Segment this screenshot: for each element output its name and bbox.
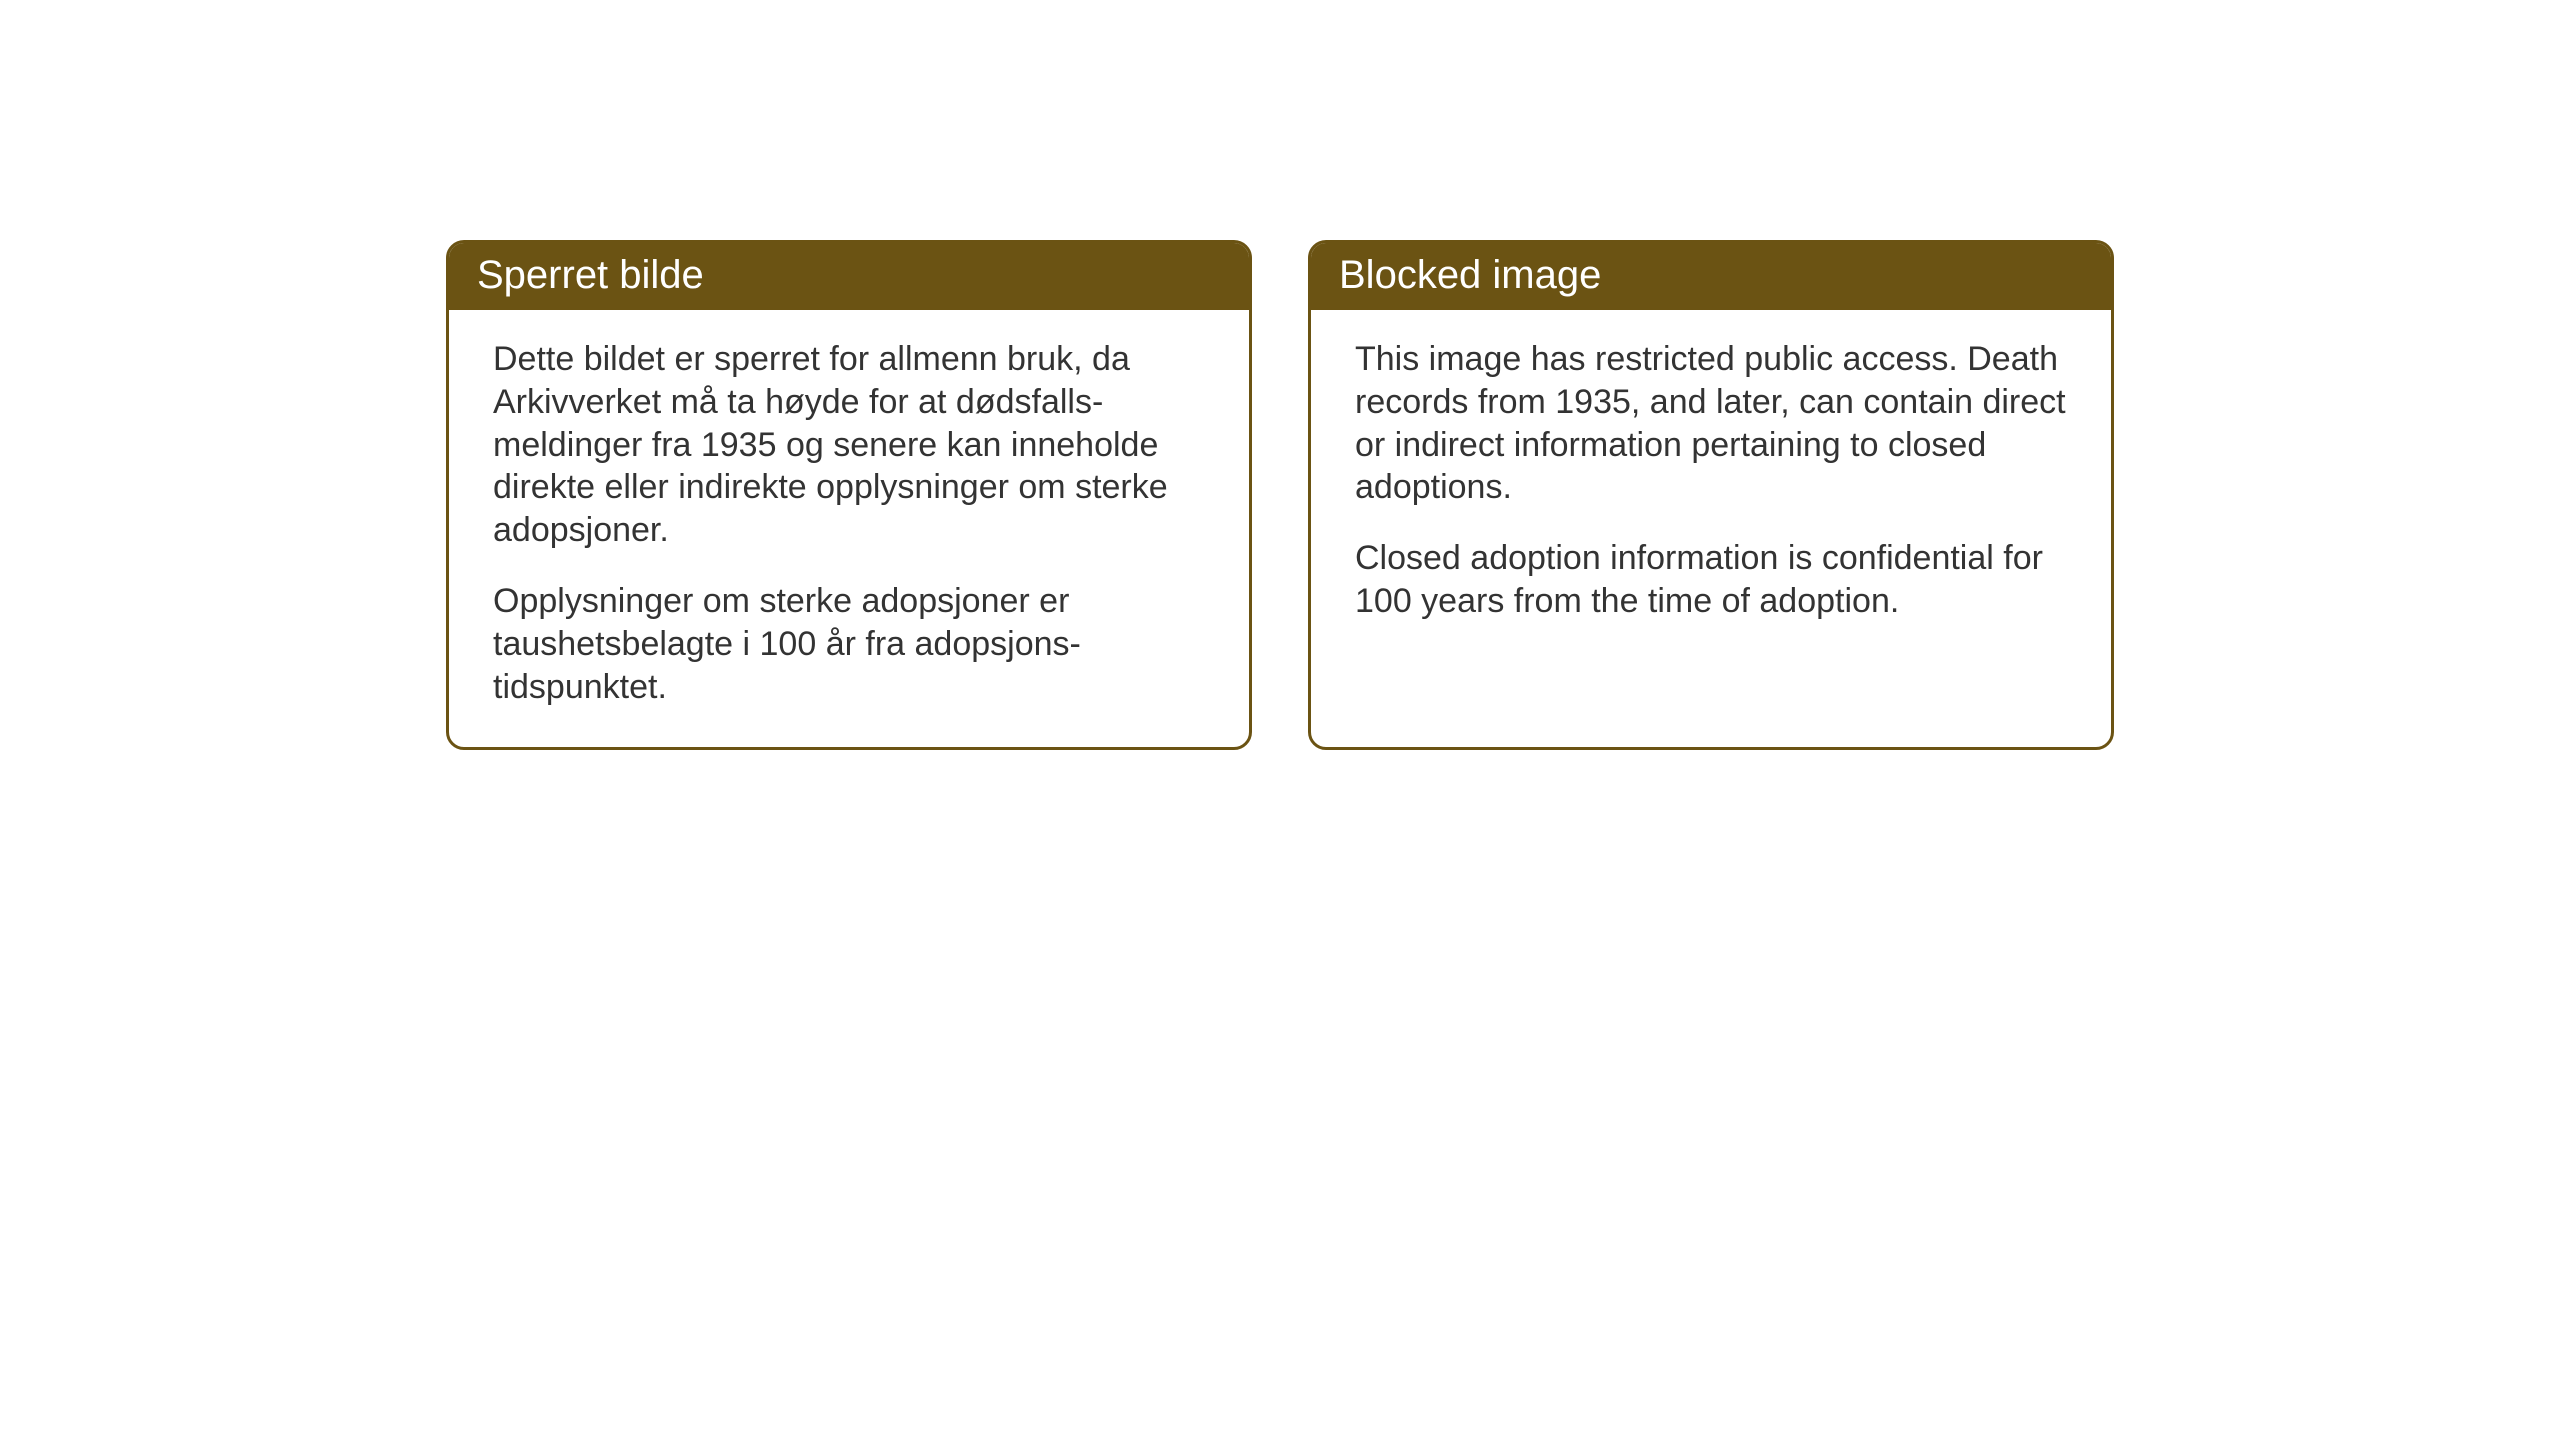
- notice-box-english: Blocked image This image has restricted …: [1308, 240, 2114, 750]
- notice-paragraph-2: Opplysninger om sterke adopsjoner er tau…: [493, 580, 1205, 708]
- notice-container: Sperret bilde Dette bildet er sperret fo…: [446, 240, 2114, 750]
- notice-header-english: Blocked image: [1311, 243, 2111, 310]
- notice-body-english: This image has restricted public access.…: [1311, 310, 2111, 659]
- notice-header-norwegian: Sperret bilde: [449, 243, 1249, 310]
- notice-body-norwegian: Dette bildet er sperret for allmenn bruk…: [449, 310, 1249, 745]
- notice-paragraph-2: Closed adoption information is confident…: [1355, 537, 2067, 623]
- notice-paragraph-1: This image has restricted public access.…: [1355, 338, 2067, 509]
- notice-box-norwegian: Sperret bilde Dette bildet er sperret fo…: [446, 240, 1252, 750]
- notice-paragraph-1: Dette bildet er sperret for allmenn bruk…: [493, 338, 1205, 552]
